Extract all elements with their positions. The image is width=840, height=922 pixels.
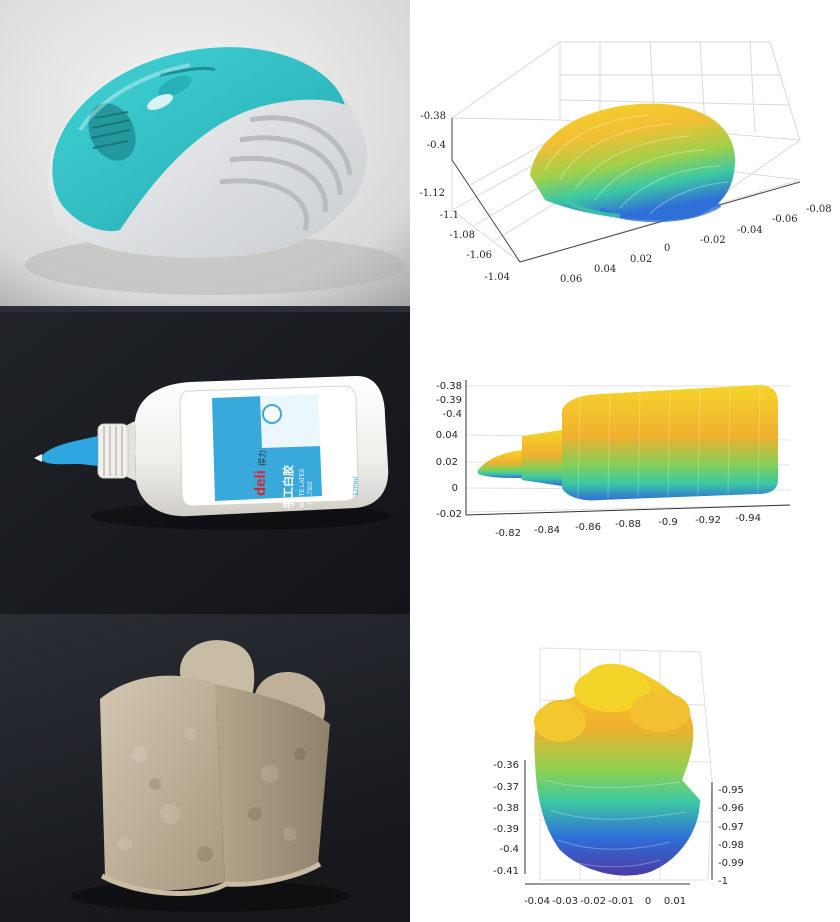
point-cloud-bottle xyxy=(478,385,778,501)
x-tick: -0.01 xyxy=(608,896,634,907)
x-tick: -0.08 xyxy=(806,204,832,215)
z-tick: -0.41 xyxy=(493,866,519,877)
y-tick: -1.12 xyxy=(419,188,445,199)
product-title-en: WHITE LATEX xyxy=(300,468,306,508)
brand-cn: 得力 xyxy=(257,450,267,466)
glue-bottle-point-cloud: -0.38 -0.39 -0.4 0.04 0.02 0 -0.02 -0.82… xyxy=(410,306,840,614)
x-tick: -0.04 xyxy=(737,225,763,236)
z-tick: -0.4 xyxy=(499,844,519,855)
x-tick: -0.92 xyxy=(695,515,721,526)
y-tick: -0.96 xyxy=(718,803,744,814)
x-tick: 0 xyxy=(664,243,670,254)
x-tick: -0.02 xyxy=(580,896,606,907)
pulp-block-photo xyxy=(0,614,410,922)
brand-logo-text: deli xyxy=(252,470,269,496)
product-model: No.7302 xyxy=(308,481,314,504)
y-tick: -0.02 xyxy=(436,509,462,520)
x-tick: -0.94 xyxy=(735,513,761,524)
z-tick: -0.39 xyxy=(436,395,462,406)
z-tick: -0.4 xyxy=(427,140,446,151)
z-tick: -0.37 xyxy=(493,782,519,793)
x-tick: 0 xyxy=(645,896,651,907)
y-tick: 0.02 xyxy=(436,457,458,468)
mouse-photo xyxy=(0,0,410,306)
x-tick: 0.01 xyxy=(664,896,686,907)
x-tick: 0.02 xyxy=(630,254,652,265)
z-tick: -0.36 xyxy=(493,760,519,771)
z-tick: -0.38 xyxy=(493,803,519,814)
glue-bottle-photo: deli 得力 手工白胶 WHITE LATEX No.7302 120ml xyxy=(0,306,410,614)
x-tick: -0.04 xyxy=(524,896,550,907)
mouse-point-cloud: -0.38 -0.4 -1.12 -1.1 -1.08 -1.06 -1.04 … xyxy=(410,0,840,306)
y-tick: 0 xyxy=(452,483,458,494)
x-tick: -0.02 xyxy=(700,235,726,246)
y-tick: -1.1 xyxy=(440,210,459,221)
z-tick: -0.39 xyxy=(493,824,519,835)
product-title-cn: 手工白胶 xyxy=(281,465,295,509)
y-tick: -0.95 xyxy=(718,785,744,796)
x-tick: -0.88 xyxy=(615,519,641,530)
y-tick: -1 xyxy=(718,876,728,887)
point-cloud-pulp-block xyxy=(534,663,700,876)
y-tick: -1.08 xyxy=(449,230,475,241)
y-tick: -1.06 xyxy=(466,250,492,261)
product-volume: 120ml xyxy=(353,476,360,496)
x-tick: 0.04 xyxy=(594,264,616,275)
x-tick: -0.06 xyxy=(772,214,798,225)
x-tick: -0.84 xyxy=(534,525,560,536)
y-tick: -0.98 xyxy=(718,840,744,851)
x-tick: -0.03 xyxy=(552,896,578,907)
z-tick: -0.38 xyxy=(436,381,462,392)
x-tick: 0.06 xyxy=(560,274,582,285)
z-tick: -0.4 xyxy=(442,409,462,420)
z-tick: -0.38 xyxy=(420,111,446,122)
y-tick: -0.99 xyxy=(718,858,744,869)
x-tick: -0.82 xyxy=(495,528,521,539)
y-tick: 0.04 xyxy=(436,430,458,441)
y-tick: -0.97 xyxy=(718,822,744,833)
point-cloud-mouse xyxy=(530,103,735,223)
x-tick: -0.86 xyxy=(575,522,601,533)
y-tick: -1.04 xyxy=(484,272,510,283)
pulp-block-point-cloud: -0.36 -0.37 -0.38 -0.39 -0.4 -0.41 -0.95… xyxy=(410,614,840,922)
x-tick: -0.9 xyxy=(658,517,678,528)
